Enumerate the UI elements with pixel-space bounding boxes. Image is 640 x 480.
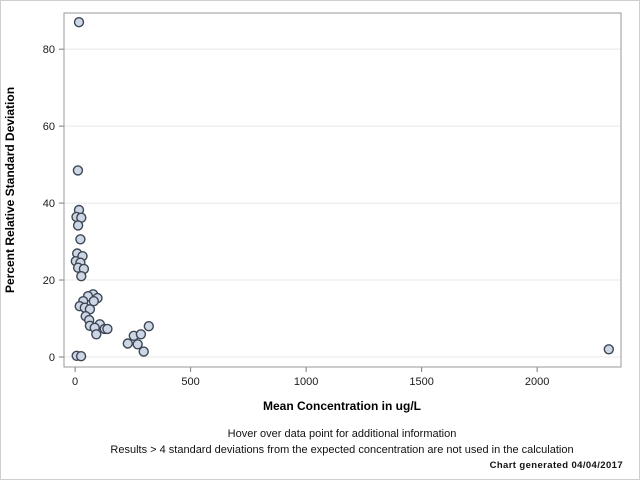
- y-tick-label: 0: [49, 352, 55, 364]
- footnote-results: Results > 4 standard deviations from the…: [110, 444, 573, 456]
- x-tick-label: 1500: [409, 376, 433, 388]
- data-point[interactable]: [91, 329, 102, 340]
- y-tick-label: 40: [43, 198, 55, 210]
- data-point[interactable]: [603, 344, 614, 355]
- y-axis-title: Percent Relative Standard Deviation: [3, 87, 17, 293]
- x-tick-label: 2000: [525, 376, 549, 388]
- plot-border: [63, 12, 622, 368]
- data-point[interactable]: [72, 165, 84, 176]
- x-tick-label: 500: [181, 376, 199, 388]
- data-point[interactable]: [132, 339, 143, 350]
- y-tick-label: 60: [43, 121, 55, 133]
- chart-generated-date: Chart generated 04/04/2017: [490, 460, 623, 471]
- gridlines: [64, 48, 621, 358]
- data-point[interactable]: [122, 338, 134, 349]
- data-point[interactable]: [75, 234, 86, 245]
- data-point[interactable]: [88, 296, 100, 307]
- data-point[interactable]: [102, 323, 113, 335]
- x-axis-title: Mean Concentration in ug/L: [263, 399, 421, 413]
- x-tick-label: 1000: [294, 376, 318, 388]
- data-point[interactable]: [76, 271, 87, 282]
- y-tick-label: 20: [43, 275, 55, 287]
- data-points: [70, 17, 614, 362]
- data-point[interactable]: [75, 351, 87, 362]
- footnote-hover: Hover over data point for additional inf…: [228, 428, 457, 440]
- x-tick-label: 0: [72, 376, 78, 388]
- axis-ticks: 0 500 1000 1500 2000 0 20 40 60 80: [43, 44, 550, 388]
- data-point[interactable]: [73, 17, 85, 28]
- data-point[interactable]: [135, 329, 147, 340]
- data-point[interactable]: [143, 321, 155, 332]
- y-tick-label: 80: [43, 44, 55, 56]
- data-point[interactable]: [138, 346, 149, 357]
- data-point[interactable]: [72, 220, 84, 231]
